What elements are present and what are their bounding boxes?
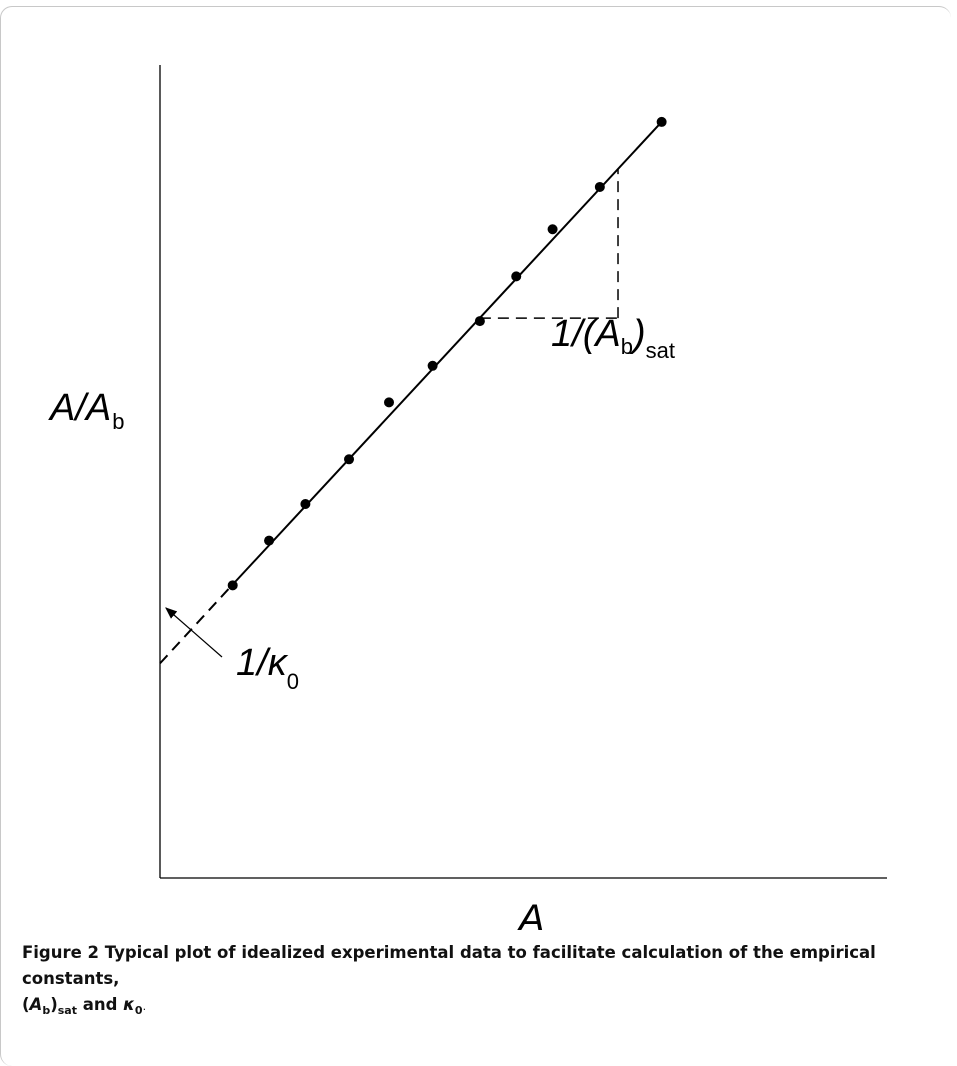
x-axis-label: A	[516, 897, 545, 930]
plot-area: A/Ab A 1/κ0 1/(Ab)sat	[48, 65, 887, 930]
slope-label: 1/(Ab)sat	[551, 313, 675, 363]
data-point-10	[594, 181, 605, 192]
intercept-label: 1/κ0	[236, 642, 299, 694]
y-axis-label: A/Ab	[48, 387, 125, 434]
figure-frame	[0, 6, 951, 1066]
caption-text: Typical plot of idealized experimental d…	[22, 943, 876, 988]
intercept-arrow	[165, 607, 223, 658]
figure-label: Figure 2	[22, 943, 100, 962]
data-point-9	[547, 224, 558, 235]
data-point-2	[264, 535, 275, 546]
data-point-1	[227, 580, 238, 591]
extrapolation-dashed-line	[159, 583, 234, 665]
data-point-4	[344, 454, 355, 465]
data-point-5	[384, 397, 395, 408]
data-point-8	[511, 271, 522, 282]
figure-caption: Figure 2 Typical plot of idealized exper…	[22, 943, 876, 1017]
data-points	[227, 116, 667, 591]
data-point-6	[427, 360, 438, 371]
data-point-3	[300, 499, 311, 510]
data-point-11	[656, 116, 667, 127]
data-point-7	[474, 316, 485, 327]
